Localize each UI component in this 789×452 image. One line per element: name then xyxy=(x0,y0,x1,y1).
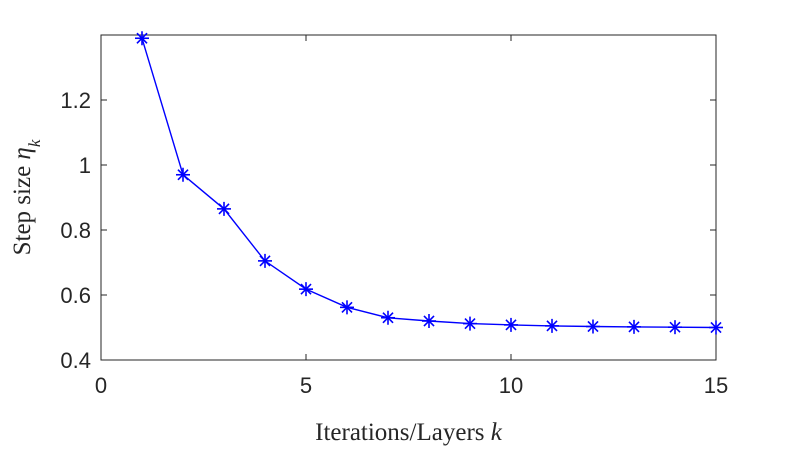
y-axis-label-sub: k xyxy=(25,139,44,147)
y-tick-label: 0.8 xyxy=(60,218,91,243)
data-point-marker xyxy=(422,314,436,328)
x-tick-label: 10 xyxy=(499,373,523,398)
y-tick-label: 0.4 xyxy=(60,348,91,373)
axis-ticks: 0 5 10 15 0.4 0.6 0.8 1 1.2 xyxy=(60,35,728,398)
y-axis-label-text: Step size xyxy=(9,160,36,256)
x-tick-label: 0 xyxy=(95,373,107,398)
y-axis-label-var: η xyxy=(9,147,36,159)
plot-area xyxy=(100,34,717,361)
x-tick-label: 15 xyxy=(704,373,728,398)
data-point-marker xyxy=(135,31,149,46)
x-axis-label: Iterations/Layers k xyxy=(315,419,503,446)
y-axis-label: Step size ηk xyxy=(9,139,44,255)
data-point-marker xyxy=(504,317,518,332)
y-tick-label: 1.2 xyxy=(60,88,91,113)
y-tick-label: 0.6 xyxy=(60,283,91,308)
x-tick-label: 5 xyxy=(300,373,312,398)
x-axis-label-var: k xyxy=(491,419,503,446)
axes-box xyxy=(100,34,717,361)
data-point-marker xyxy=(217,201,231,216)
data-point-marker xyxy=(627,319,641,334)
data-point-marker xyxy=(340,300,354,315)
data-point-marker xyxy=(381,310,395,325)
data-point-marker xyxy=(668,320,682,335)
data-point-marker xyxy=(258,253,272,268)
series-layer xyxy=(135,31,723,335)
data-point-marker xyxy=(545,318,559,333)
y-tick-label: 1 xyxy=(79,153,91,178)
data-point-marker xyxy=(463,316,477,331)
data-point-marker xyxy=(586,319,600,334)
data-point-marker xyxy=(709,320,723,335)
data-point-marker xyxy=(299,282,313,297)
data-point-marker xyxy=(176,167,190,182)
x-axis-label-text: Iterations/Layers xyxy=(315,419,491,446)
